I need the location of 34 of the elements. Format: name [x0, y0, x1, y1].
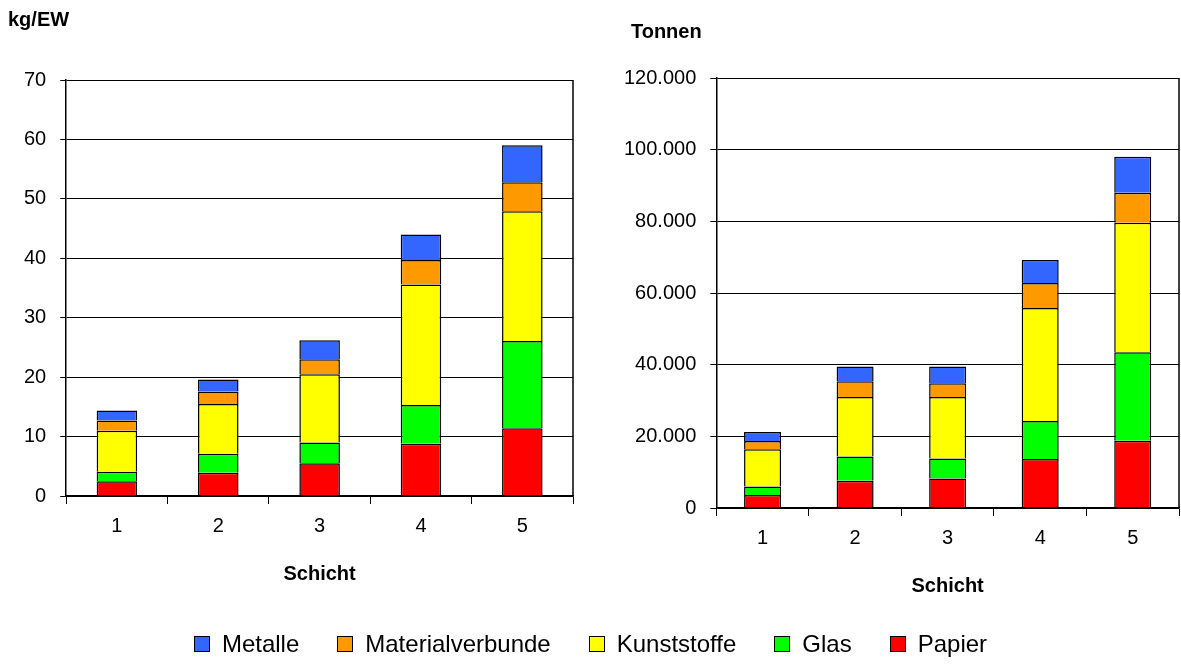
x-tick-label: 2: [849, 525, 861, 548]
y-tick-label: 30: [24, 305, 47, 328]
x-tick-label: 5: [516, 513, 528, 536]
legend-label: Glas: [802, 630, 852, 658]
y-tick-label: 0: [35, 483, 47, 506]
y-tick-label: 10: [24, 424, 47, 447]
x-axis-title: Schicht: [911, 573, 985, 596]
x-tick-label: 2: [212, 513, 224, 536]
y-tick-label: 80.000: [635, 208, 697, 231]
y-tick-label: 0: [685, 495, 697, 518]
y-tick-label: 40.000: [635, 352, 697, 375]
y-tick-label: 20.000: [635, 423, 697, 446]
legend-label: Metalle: [221, 630, 300, 658]
y-tick-label: 60.000: [635, 280, 697, 303]
legend-label: Materialverbunde: [365, 630, 551, 658]
x-tick-label: 1: [757, 525, 769, 548]
y-axis-title: kg/EW: [8, 7, 70, 30]
x-tick-label: 4: [1034, 525, 1046, 548]
legend-label: Papier: [917, 630, 988, 658]
legend-label: Kunststoffe: [616, 630, 737, 658]
y-tick-label: 40: [24, 245, 47, 268]
x-axis-title: Schicht: [283, 561, 357, 584]
y-axis-title: Tonnen: [630, 19, 702, 42]
x-tick-label: 4: [415, 513, 427, 536]
x-tick-label: 5: [1127, 525, 1139, 548]
x-tick-label: 3: [942, 525, 954, 548]
x-tick-label: 3: [314, 513, 326, 536]
y-tick-label: 60: [24, 126, 47, 149]
y-tick-label: 50: [24, 186, 47, 209]
y-tick-label: 70: [24, 67, 47, 90]
y-tick-label: 100.000: [624, 137, 697, 160]
y-tick-label: 120.000: [624, 65, 697, 88]
y-tick-label: 20: [24, 364, 47, 387]
x-tick-label: 1: [111, 513, 123, 536]
